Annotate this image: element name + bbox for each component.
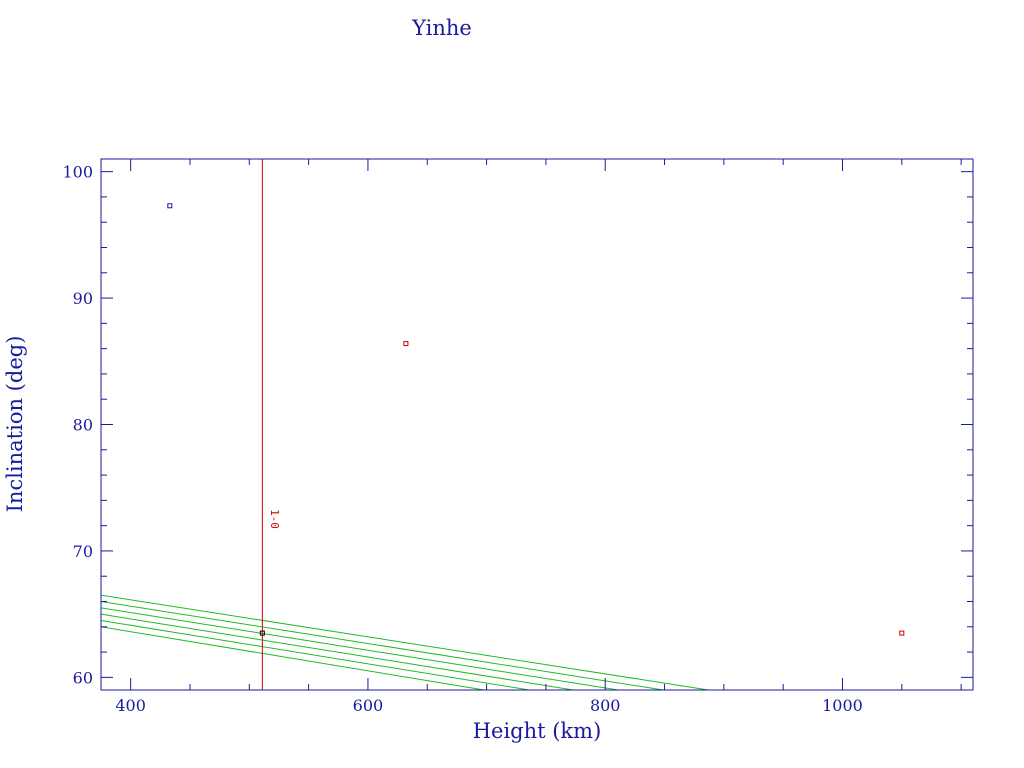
points-layer [167,203,905,636]
data-point-4 [259,630,265,636]
ticks-layer [101,159,973,690]
curve-line-2 [100,601,664,691]
data-point-1 [167,203,173,209]
y-tick-label: 80 [73,416,93,435]
y-axis-label: Inclination (deg) [3,336,27,513]
vline-label: 1-0 [268,509,281,529]
x-tick-label: 800 [590,696,621,715]
y-tick-label: 60 [73,668,93,687]
chart-title: Yinhe [412,16,472,40]
y-tick-label: 90 [73,289,93,308]
x-tick-label: 600 [353,696,384,715]
plot-frame [100,158,974,691]
curve-line-4 [100,613,574,691]
curve-line-5 [100,619,530,691]
curves-layer [100,594,709,691]
data-point-2 [403,341,409,347]
data-point-3 [899,630,905,636]
y-tick-label: 100 [62,163,93,182]
x-tick-label: 400 [115,696,146,715]
curve-line-3 [100,607,619,691]
curve-line-6 [100,626,485,691]
x-tick-label: 1000 [822,696,863,715]
y-tick-label: 70 [73,542,93,561]
x-axis-label: Height (km) [473,719,602,743]
tick-labels: 400 600 800 1000 60 70 80 90 100 [62,163,862,715]
curve-line-1 [100,594,709,691]
